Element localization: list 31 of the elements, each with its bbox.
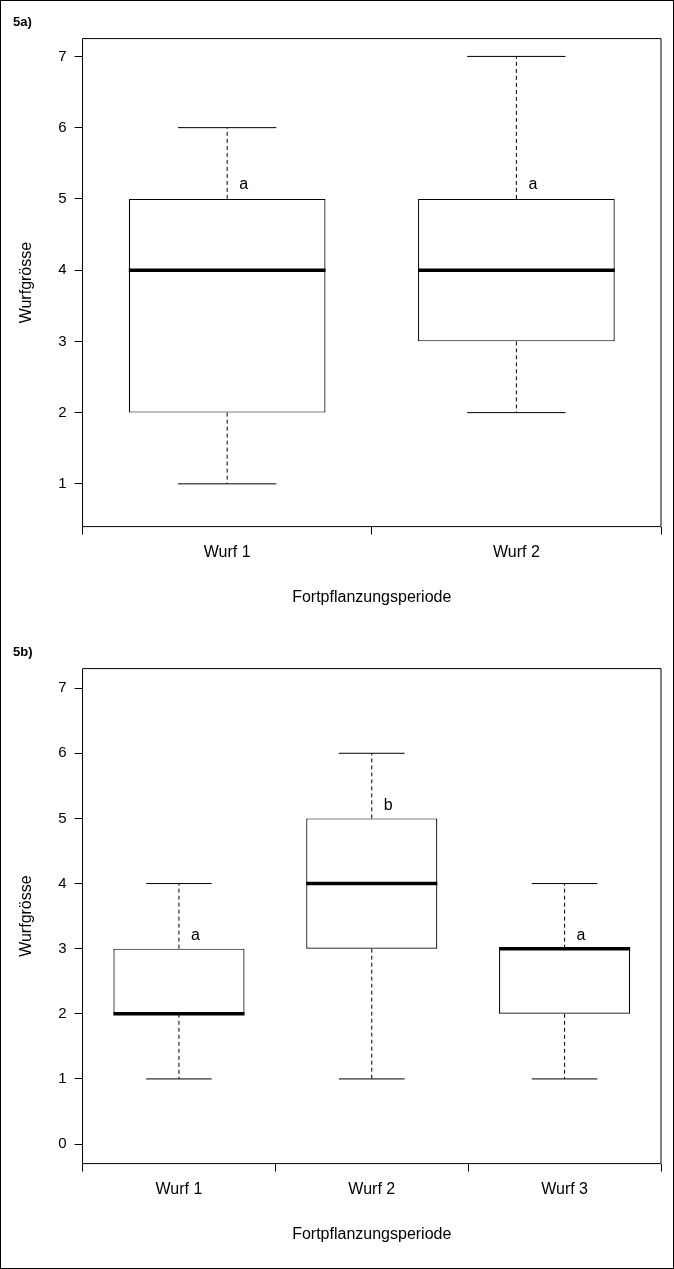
y-tick-label: 1 (58, 1069, 67, 1087)
x-tick-label: Wurf 2 (348, 1179, 396, 1197)
y-tick-label: 6 (58, 743, 67, 761)
y-tick-label: 7 (58, 46, 67, 64)
x-tick-label: Wurf 1 (203, 542, 251, 560)
chart-title: 5b) (13, 644, 33, 660)
y-axis-title: Wurfgrösse (17, 241, 35, 324)
annotation: a (239, 175, 249, 193)
y-tick-label: 6 (58, 117, 67, 135)
x-tick-label: Wurf 2 (492, 542, 540, 560)
y-tick-label: 5 (58, 189, 67, 207)
y-tick-label: 4 (58, 260, 67, 278)
y-axis-title: Wurfgrösse (17, 875, 35, 957)
y-tick-label: 3 (58, 331, 67, 349)
x-tick-label: Wurf 3 (541, 1179, 589, 1197)
y-tick-label: 2 (58, 402, 67, 420)
chart-title: 5a) (13, 14, 32, 30)
annotation: a (528, 175, 538, 193)
y-tick-label: 7 (58, 678, 67, 696)
y-tick-label: 5 (58, 808, 67, 826)
annotation: a (576, 926, 586, 944)
x-axis-title: Fortpflanzungsperiode (292, 1224, 452, 1242)
x-axis-title: Fortpflanzungsperiode (292, 587, 452, 605)
y-tick-label: 2 (58, 1003, 67, 1021)
y-tick-label: 0 (58, 1134, 67, 1152)
x-tick-label: Wurf 1 (155, 1179, 203, 1197)
annotation: b (383, 795, 393, 813)
annotation: a (190, 926, 200, 944)
y-tick-label: 4 (58, 873, 67, 891)
y-tick-label: 1 (58, 474, 67, 491)
y-tick-label: 3 (58, 938, 67, 956)
